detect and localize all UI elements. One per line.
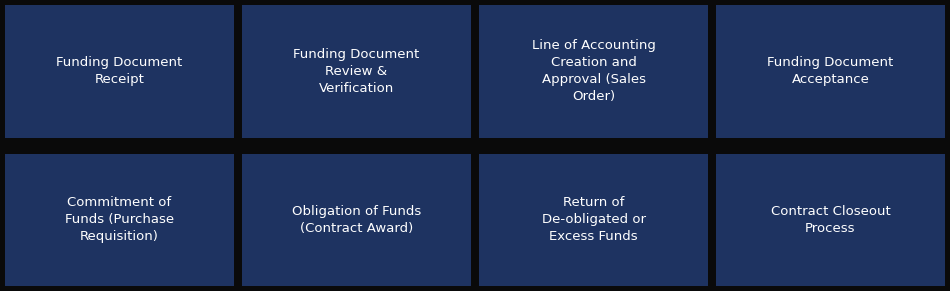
Bar: [5, 153, 234, 286]
Bar: [716, 5, 945, 138]
Bar: [242, 5, 471, 138]
Text: Funding Document
Receipt: Funding Document Receipt: [56, 56, 182, 86]
Text: Return of
De-obligated or
Excess Funds: Return of De-obligated or Excess Funds: [542, 196, 645, 243]
Text: Funding Document
Acceptance: Funding Document Acceptance: [768, 56, 894, 86]
Text: Commitment of
Funds (Purchase
Requisition): Commitment of Funds (Purchase Requisitio…: [65, 196, 174, 243]
Text: Line of Accounting
Creation and
Approval (Sales
Order): Line of Accounting Creation and Approval…: [532, 39, 655, 103]
Bar: [242, 153, 471, 286]
Bar: [716, 153, 945, 286]
Text: Funding Document
Review &
Verification: Funding Document Review & Verification: [294, 48, 420, 95]
Bar: [479, 153, 708, 286]
Bar: [5, 5, 234, 138]
Bar: [479, 5, 708, 138]
Text: Obligation of Funds
(Contract Award): Obligation of Funds (Contract Award): [292, 205, 421, 235]
Text: Contract Closeout
Process: Contract Closeout Process: [770, 205, 890, 235]
